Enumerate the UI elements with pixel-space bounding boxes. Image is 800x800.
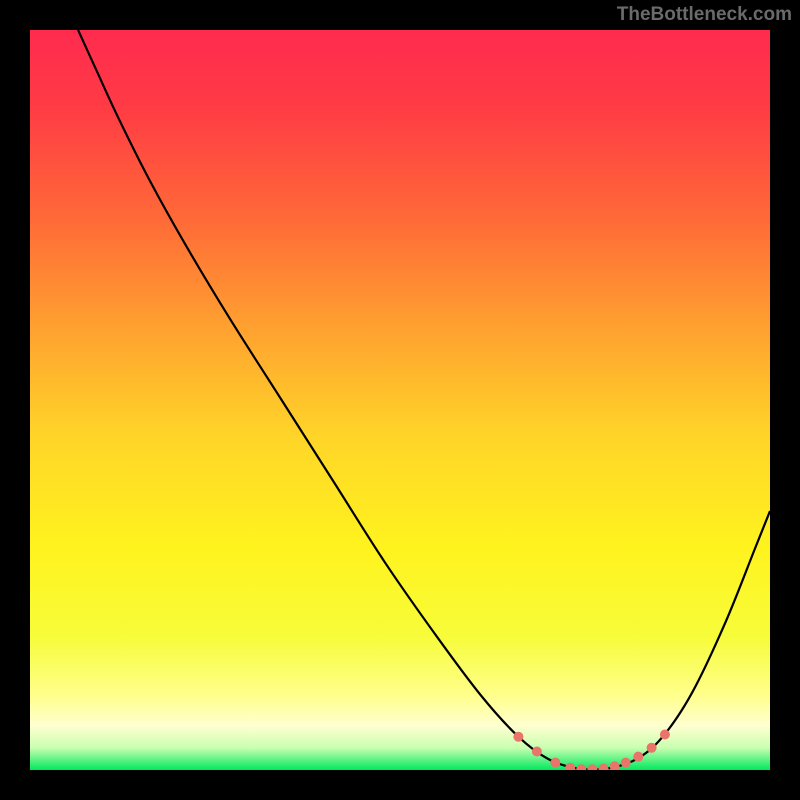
chart-container: TheBottleneck.com [0, 0, 800, 800]
plot-area [30, 30, 770, 770]
attribution-label: TheBottleneck.com [617, 4, 792, 26]
optimal-markers [30, 30, 770, 770]
